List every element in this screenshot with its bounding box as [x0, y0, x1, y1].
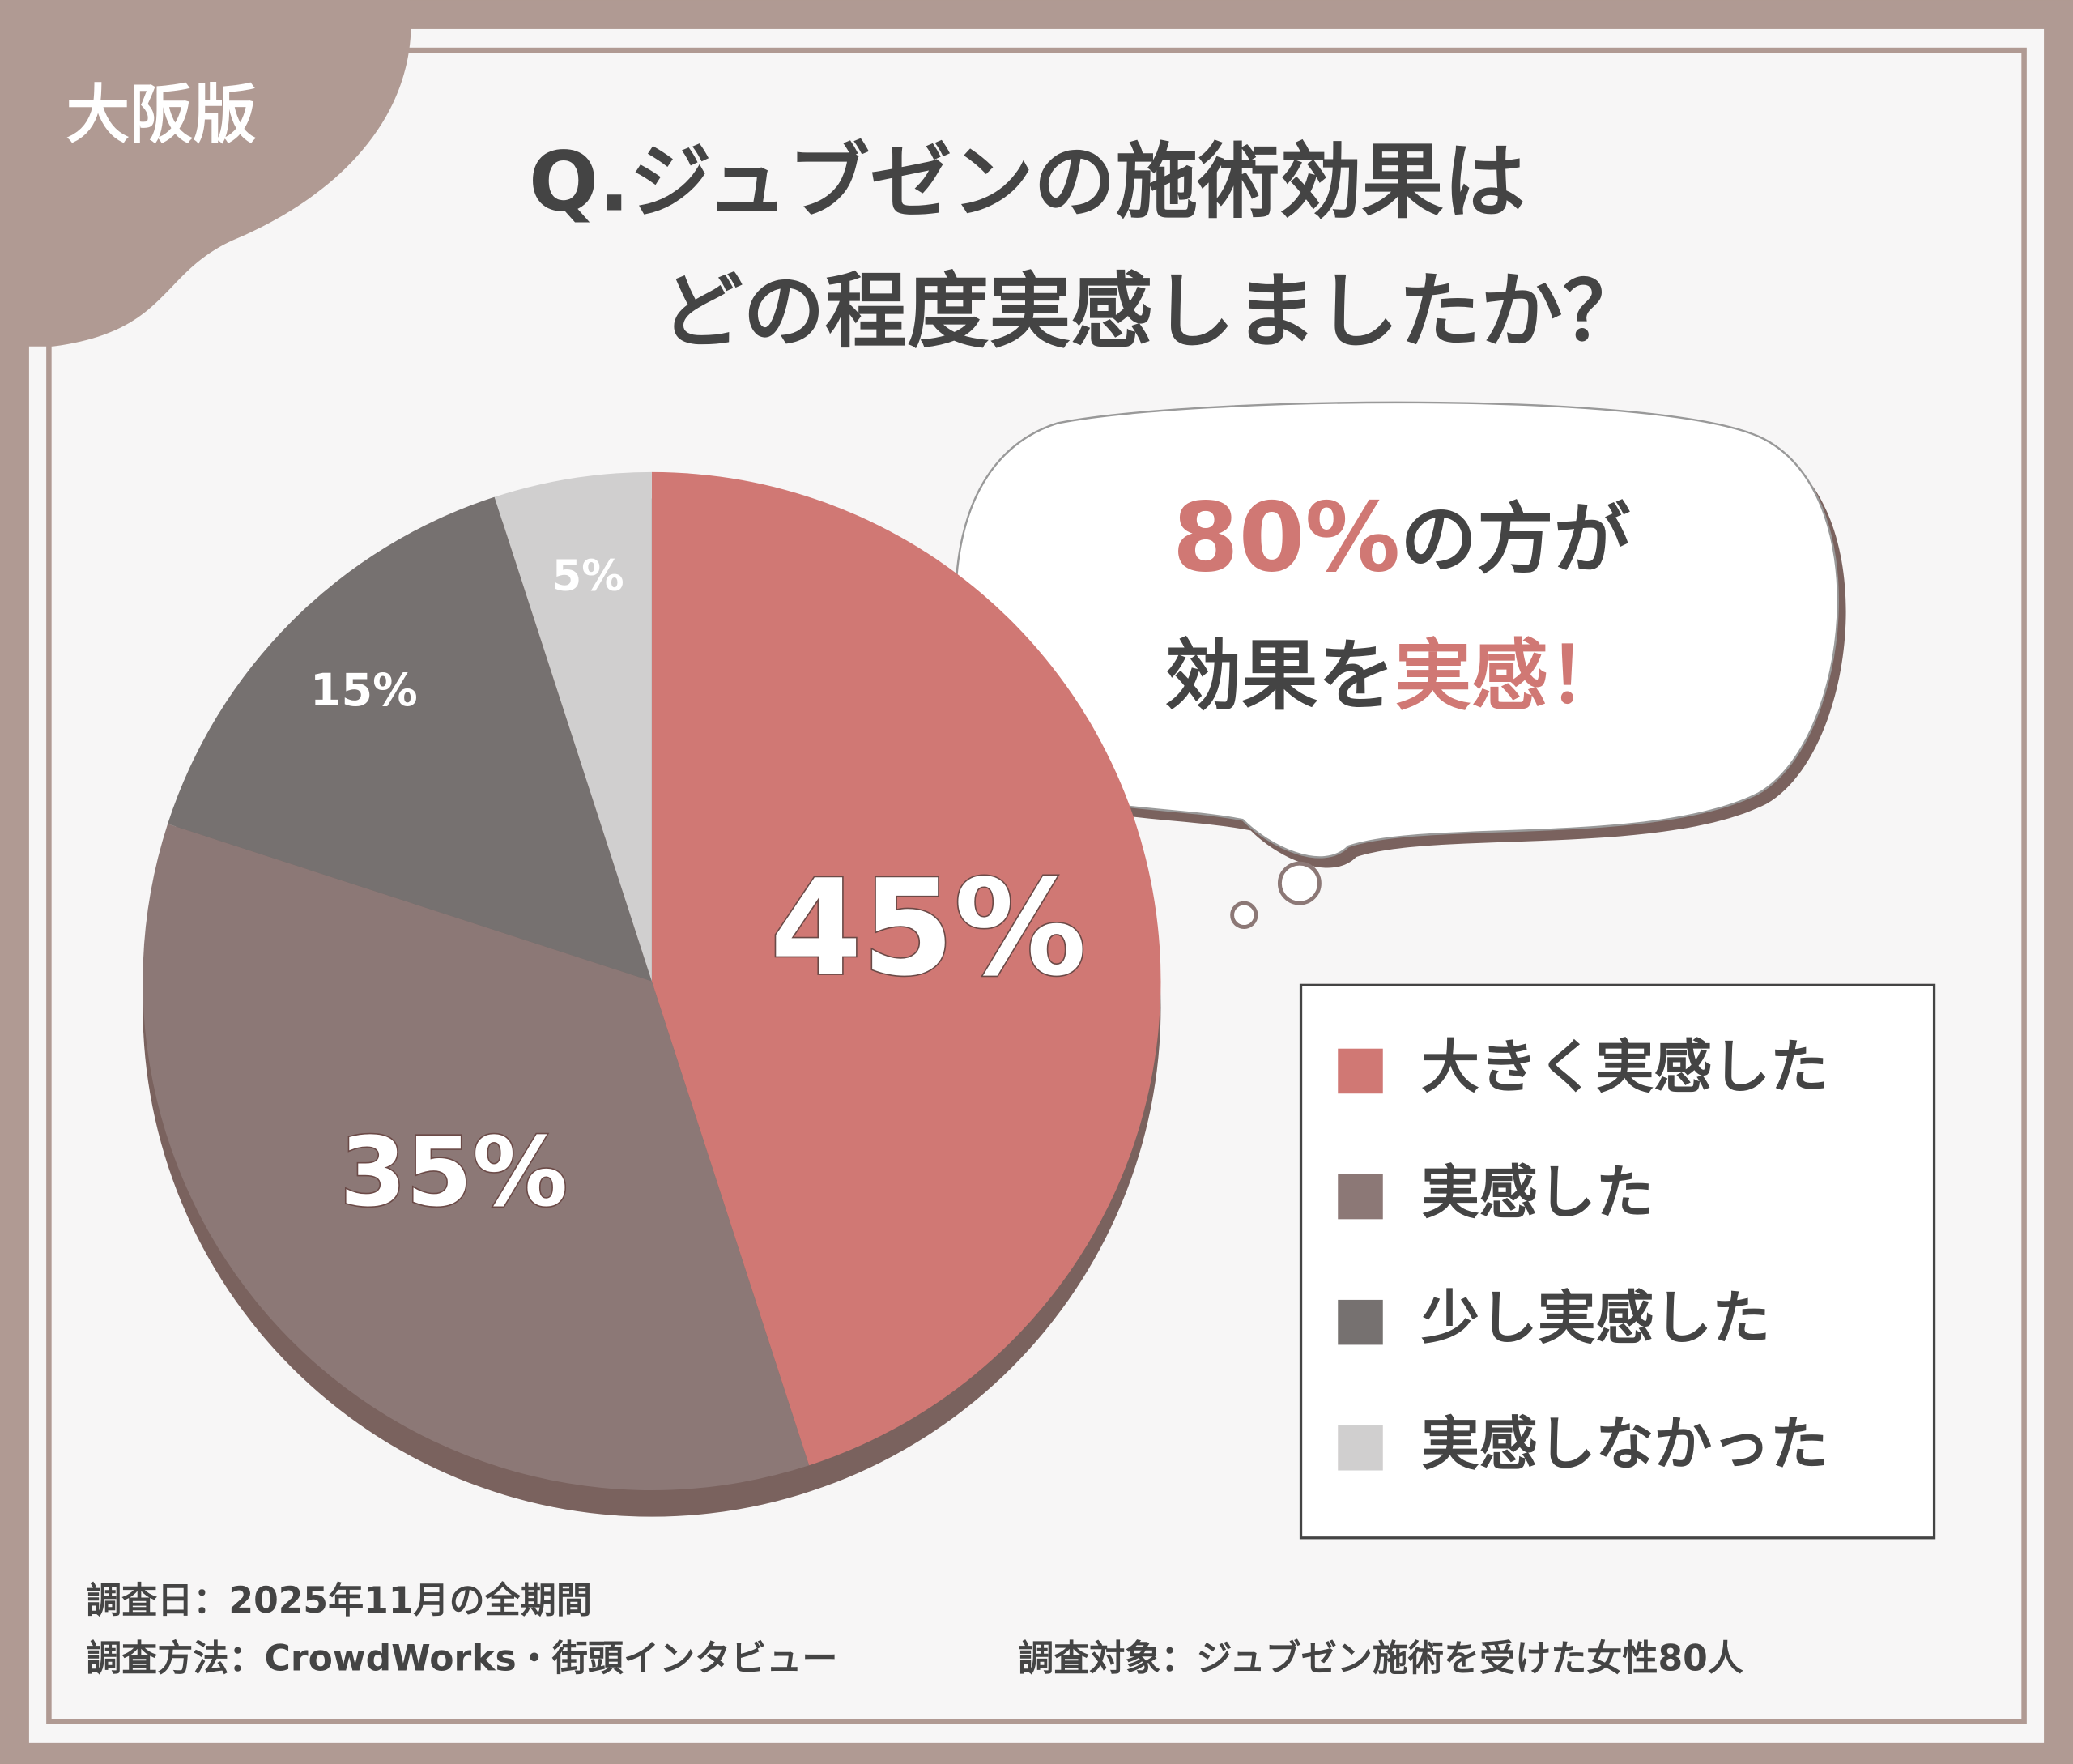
callout: 80%の方が 効果を実感！ [955, 401, 1846, 929]
badge: 大阪版 [66, 78, 257, 151]
callout-text: 効果を [1164, 632, 1394, 721]
value-label: 15% [310, 664, 418, 717]
legend [1299, 983, 1936, 1540]
legend-swatch [1338, 1299, 1383, 1345]
legend-swatch [1338, 1048, 1383, 1094]
callout-text: ！ [1548, 632, 1625, 721]
callout-dot [1277, 861, 1322, 905]
pie-slice [168, 496, 652, 982]
callout-dot [1230, 901, 1258, 929]
badge-shape [0, 0, 411, 347]
pie-slice [143, 824, 810, 1491]
callout-text: の方が [1400, 496, 1630, 585]
title-line: Q.ジュブゼンの施術効果は [529, 134, 1526, 230]
pie-slice [494, 471, 652, 982]
callout-highlight: 実感 [1394, 632, 1547, 721]
callout-line: 効果を実感！ [1164, 632, 1624, 721]
legend-label: 少し実感した [1421, 1284, 1770, 1352]
legend-swatch [1338, 1425, 1383, 1471]
legend-label: 大きく実感した [1421, 1033, 1828, 1101]
legend-swatch [1338, 1174, 1383, 1220]
note: 調査方法：CrowdWorks・街頭インタビュー [86, 1638, 837, 1680]
pie-slice [651, 471, 1161, 1466]
note: 調査対象：ジュブゼン施術を受けた女性80人 [1018, 1638, 1743, 1680]
callout-highlight: 80% [1173, 483, 1400, 594]
value-label: 5% [552, 552, 624, 601]
value-label: 35% [340, 1117, 568, 1228]
panel-border [46, 47, 2027, 1724]
note: 調査日：2025年11月の全期間 [86, 1580, 592, 1621]
legend-label: 実感した [1421, 1158, 1654, 1226]
title-line: どの程度実感しましたか？ [661, 264, 1645, 360]
legend-label: 実感しなかった [1421, 1409, 1828, 1477]
value-label: 45% [770, 850, 1087, 1005]
callout-line: 80%の方が [1173, 483, 1631, 594]
